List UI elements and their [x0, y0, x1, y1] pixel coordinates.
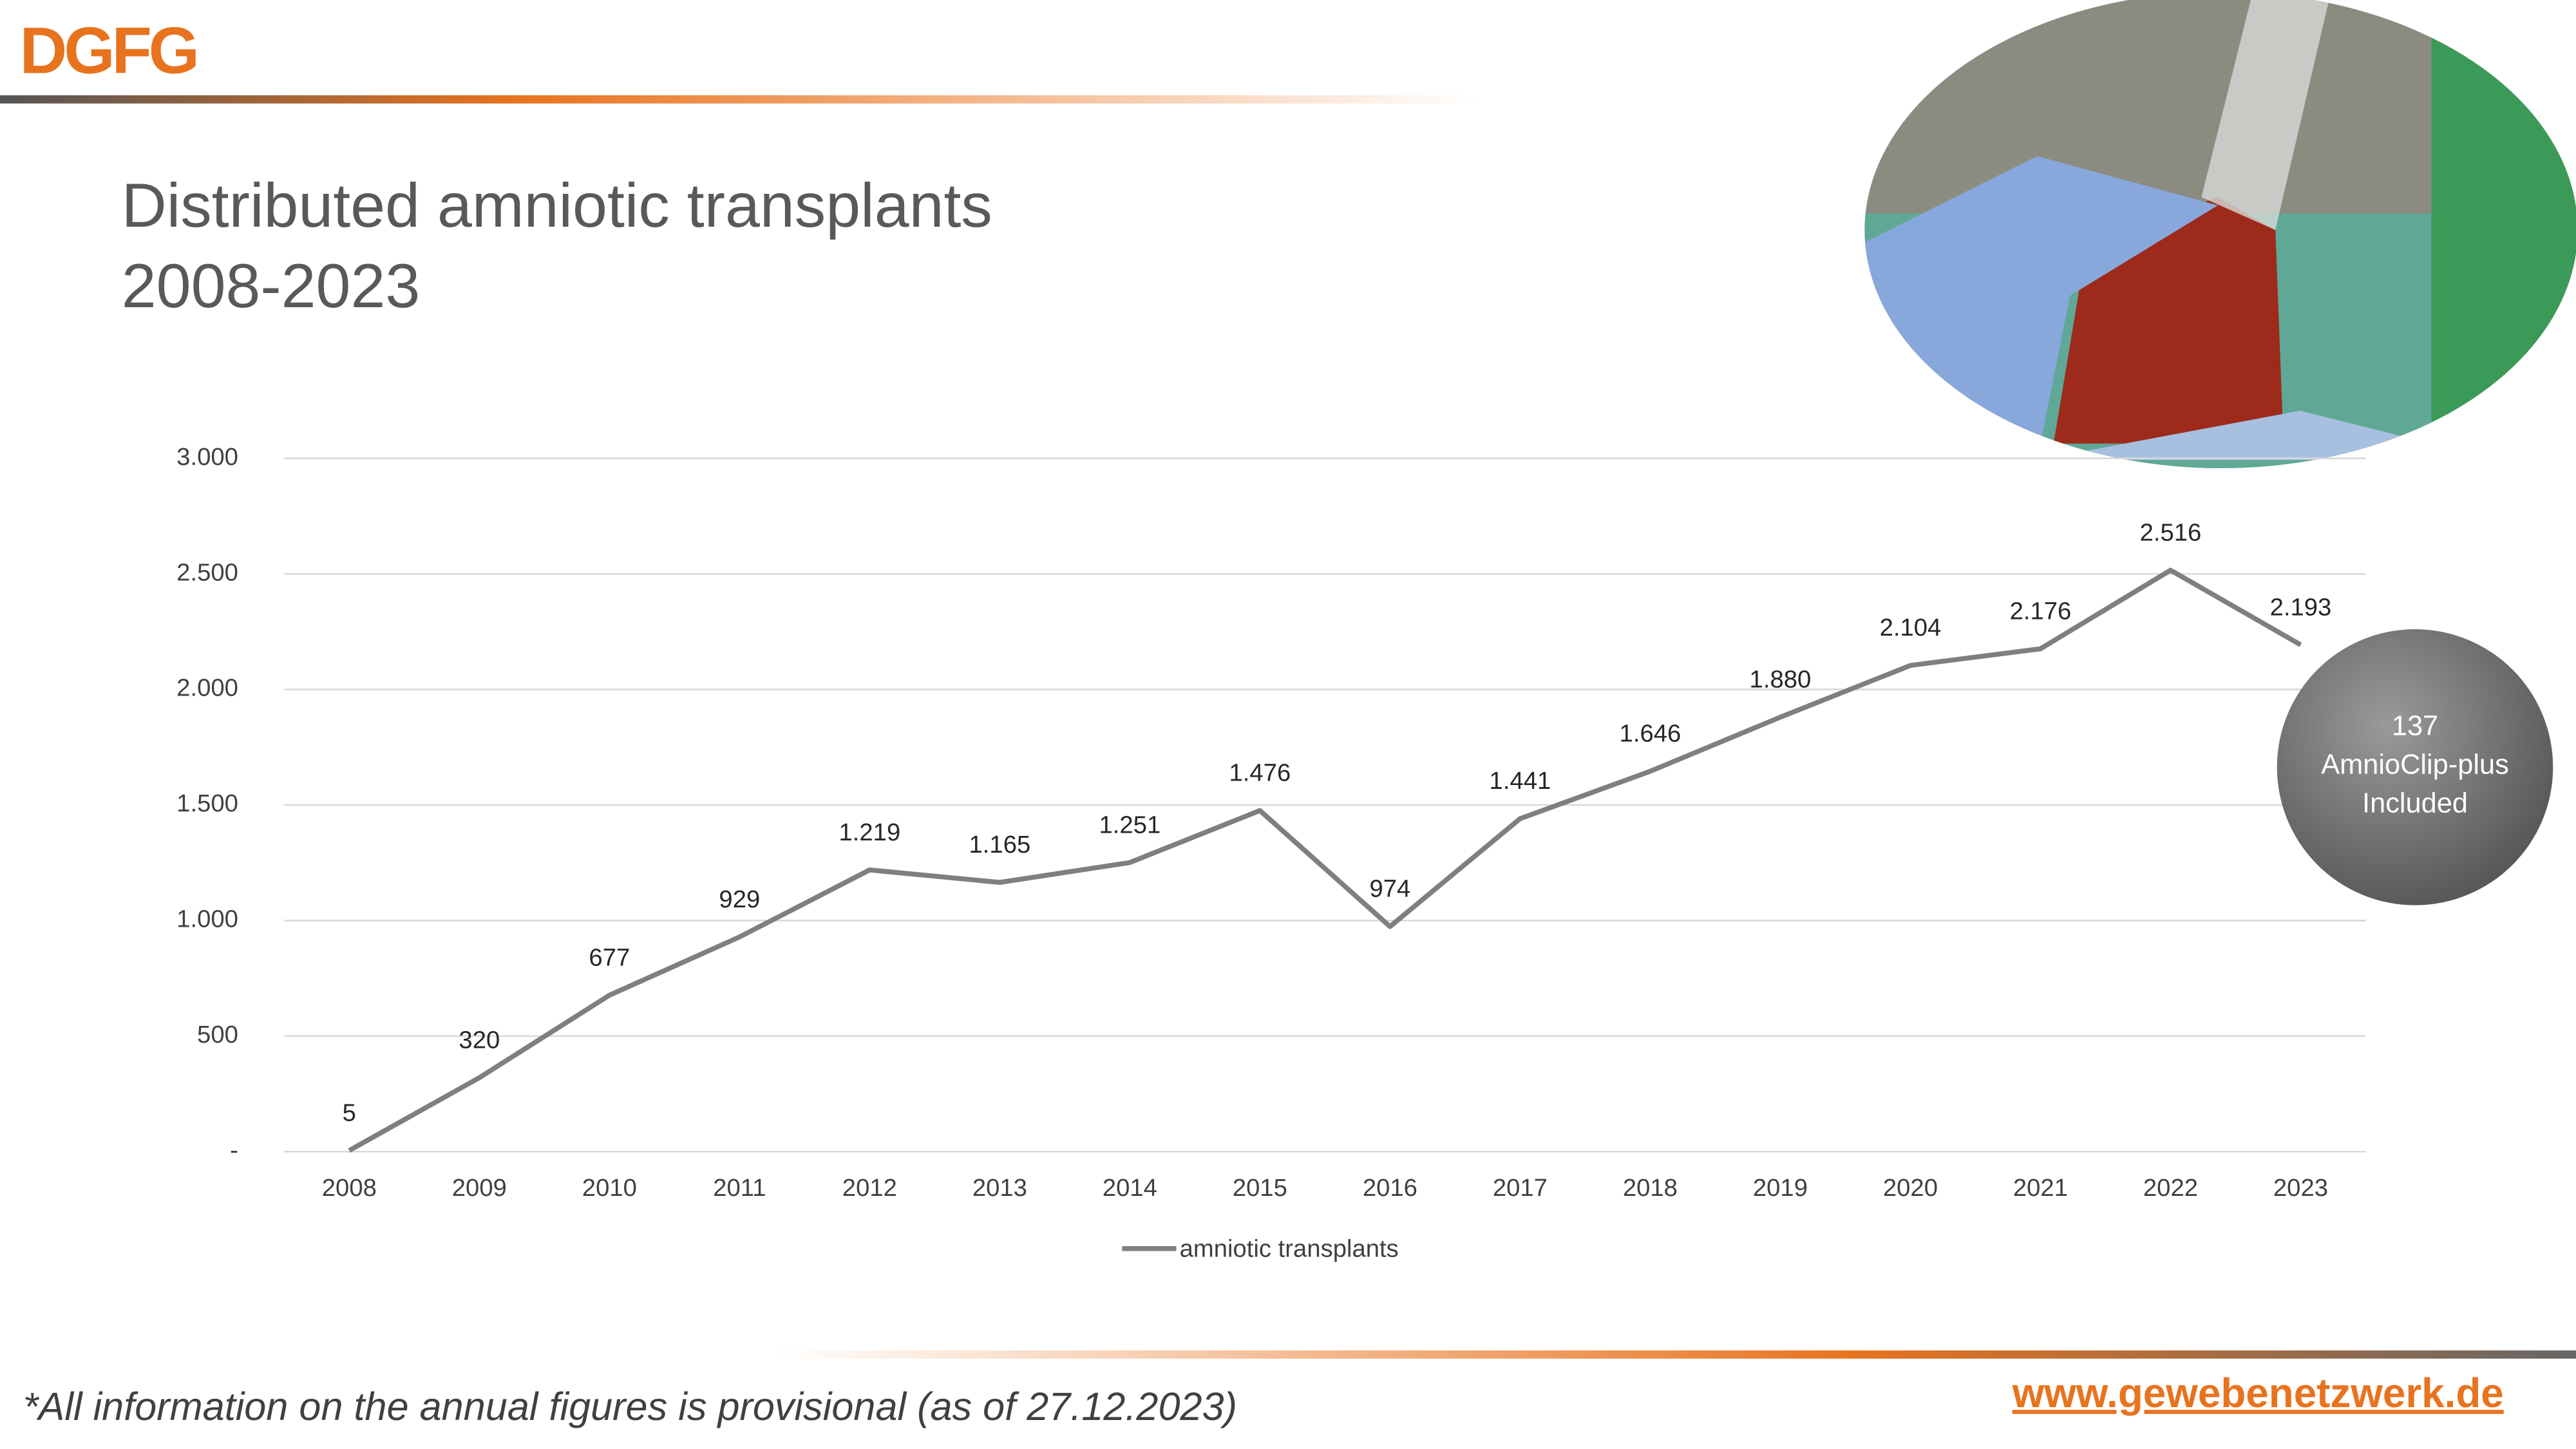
x-tick-label: 2017 [1493, 1174, 1548, 1202]
x-tick-label: 2022 [2143, 1174, 2198, 1202]
x-tick-label: 2010 [582, 1174, 637, 1202]
data-label: 2.104 [1880, 614, 1942, 641]
data-label: 1.251 [1099, 811, 1161, 838]
data-label: 2.516 [2140, 518, 2202, 546]
data-label: 677 [589, 943, 630, 971]
x-tick-label: 2013 [972, 1174, 1027, 1202]
data-label: 1.165 [969, 831, 1031, 858]
y-tick-label: 1.000 [176, 905, 238, 933]
header-rule [0, 95, 1479, 104]
x-tick-label: 2021 [2013, 1174, 2068, 1202]
chart-subtitle: 2008-2023 [122, 251, 421, 321]
data-label: 2.176 [2010, 597, 2072, 625]
x-tick-label: 2018 [1623, 1174, 1678, 1202]
y-tick-label: 1.500 [176, 790, 238, 817]
data-label: 5 [343, 1099, 356, 1126]
x-tick-label: 2020 [1883, 1174, 1938, 1202]
annotation-circle [2277, 629, 2553, 905]
annotation-text: 137 [2392, 711, 2438, 742]
footer-note: *All information on the annual figures i… [23, 1385, 1237, 1428]
chart-title: Distributed amniotic transplants [122, 170, 992, 240]
annotation-text: AmnioClip-plus [2321, 750, 2509, 781]
data-line [348, 567, 2302, 1153]
data-label: 2.193 [2270, 593, 2332, 621]
x-tick-label: 2023 [2273, 1174, 2328, 1202]
x-tick-label: 2012 [842, 1174, 897, 1202]
data-label: 929 [719, 886, 760, 913]
y-tick-label: 2.000 [176, 674, 238, 702]
data-label: 1.880 [1750, 666, 1812, 694]
x-tick-label: 2019 [1753, 1174, 1808, 1202]
legend-label: amniotic transplants [1180, 1235, 1399, 1262]
logo: DGFG [20, 14, 196, 88]
footer-rule [772, 1350, 2576, 1359]
y-tick-label: 3.000 [176, 443, 238, 471]
data-label: 320 [459, 1026, 500, 1054]
x-tick-label: 2016 [1363, 1174, 1417, 1202]
photo [1864, 0, 2576, 469]
data-label: 1.646 [1620, 720, 1681, 748]
footer-url[interactable]: www.gewebenetzwerk.de [2012, 1370, 2504, 1416]
x-tick-label: 2009 [452, 1174, 507, 1202]
y-tick-label: - [230, 1136, 238, 1164]
x-tick-label: 2008 [322, 1174, 377, 1202]
chart: - 500 1.000 1.500 2.000 2.500 3.000 2008 2009 201… [176, 443, 2553, 1262]
x-tick-label: 2014 [1103, 1174, 1157, 1202]
y-tick-label: 2.500 [176, 558, 238, 586]
data-label: 1.219 [839, 819, 901, 846]
data-label: 1.441 [1490, 767, 1551, 795]
x-tick-label: 2011 [713, 1174, 766, 1202]
x-tick-label: 2015 [1233, 1174, 1287, 1202]
annotation-text: Included [2362, 788, 2468, 819]
y-tick-label: 500 [197, 1021, 238, 1048]
data-label: 974 [1369, 875, 1410, 903]
data-label: 1.476 [1229, 759, 1291, 787]
